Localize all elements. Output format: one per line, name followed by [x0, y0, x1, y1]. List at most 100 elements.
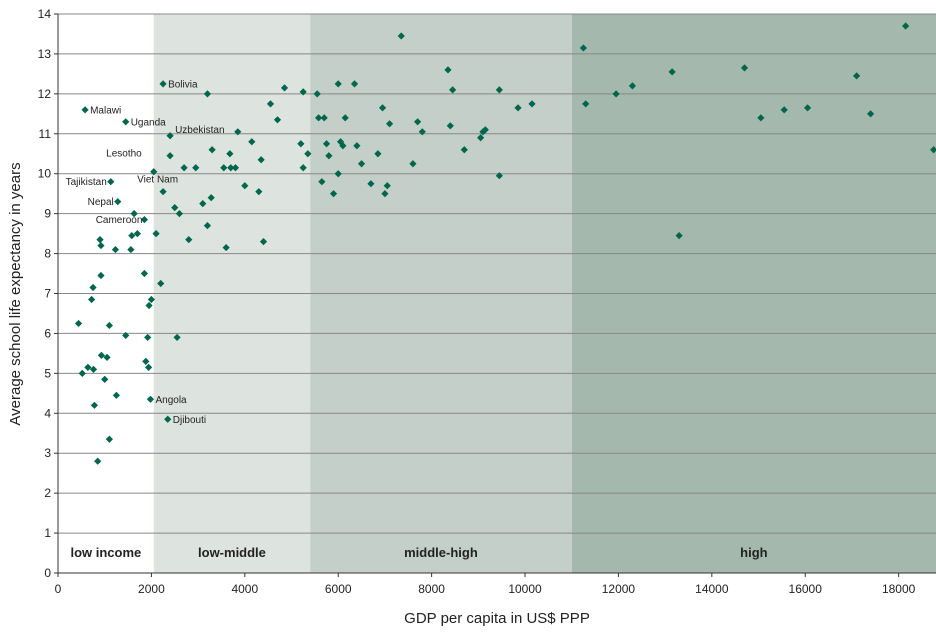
- point-label: Cameroon: [96, 215, 143, 226]
- point-label: Nepal: [88, 197, 114, 208]
- data-point: [582, 100, 590, 108]
- x-tick-label: 10000: [508, 582, 542, 596]
- data-point: [89, 283, 97, 292]
- y-tick-label: 4: [44, 406, 51, 420]
- point-labels: Malawi Uganda Bolivia Uzbekistan Lesotho Taji…: [66, 79, 225, 425]
- data-point: [222, 243, 230, 252]
- data-point: [414, 118, 422, 126]
- x-tick-label: 8000: [418, 582, 445, 596]
- data-point: [418, 128, 426, 136]
- data-point: [528, 100, 536, 108]
- data-point: [175, 210, 184, 218]
- data-point: [477, 134, 485, 142]
- y-tick-label: 1: [44, 526, 51, 540]
- data-point: [234, 128, 242, 136]
- data-point: [325, 152, 333, 160]
- data-point: [103, 353, 111, 361]
- data-point: [495, 172, 503, 180]
- data-point: [159, 188, 167, 196]
- data-point: [322, 140, 331, 148]
- data-point: [314, 114, 323, 122]
- data-point: [757, 114, 765, 122]
- data-point: [159, 80, 167, 88]
- y-tick-label: 5: [44, 366, 51, 380]
- data-point: [122, 331, 130, 340]
- data-point: [145, 301, 153, 310]
- data-point: [257, 156, 265, 164]
- data-point: [514, 104, 522, 112]
- data-point: [409, 160, 417, 168]
- data-point: [203, 90, 212, 98]
- data-point: [780, 106, 788, 114]
- y-tick-label: 2: [44, 486, 51, 500]
- data-point: [299, 88, 307, 96]
- data-point: [374, 150, 382, 158]
- y-tick-label: 3: [44, 446, 51, 460]
- data-point: [481, 126, 489, 134]
- data-point: [304, 150, 312, 158]
- x-tick-label: 0: [55, 582, 62, 596]
- x-tick-label: 18000: [882, 582, 916, 596]
- data-point: [173, 333, 181, 342]
- data-point: [241, 182, 249, 190]
- data-point: [90, 401, 99, 409]
- y-tick-label: 12: [38, 87, 52, 101]
- data-point: [140, 216, 148, 224]
- data-point: [339, 142, 347, 150]
- data-point: [84, 363, 92, 371]
- y-tick-label: 8: [44, 247, 51, 261]
- data-point: [299, 164, 307, 172]
- data-point: [171, 204, 179, 212]
- x-tick-label: 12000: [602, 582, 636, 596]
- data-point: [668, 68, 676, 76]
- data-point: [444, 66, 452, 74]
- data-point: [89, 365, 98, 373]
- y-tick-label: 14: [38, 7, 52, 21]
- point-label: Djibouti: [173, 415, 206, 426]
- y-tick-label: 13: [38, 47, 52, 61]
- data-point: [105, 321, 113, 330]
- data-point: [96, 235, 104, 244]
- y-tick-label: 7: [44, 287, 51, 301]
- x-tick-label: 16000: [789, 582, 823, 596]
- point-label: Tajikistan: [66, 177, 107, 188]
- data-point: [329, 190, 338, 198]
- data-point: [166, 132, 174, 140]
- data-point: [320, 114, 328, 122]
- data-point: [313, 90, 321, 98]
- y-axis-title: Average school life expectancy in years: [7, 162, 24, 425]
- data-point: [111, 245, 120, 254]
- point-label: Uzbekistan: [175, 125, 224, 136]
- data-point: [446, 122, 454, 130]
- data-point: [318, 178, 326, 186]
- data-point: [248, 138, 256, 146]
- data-points: [74, 22, 936, 465]
- data-point: [74, 319, 83, 328]
- point-label: Uganda: [131, 117, 166, 128]
- data-point: [180, 164, 188, 172]
- data-point: [612, 90, 620, 98]
- data-point: [94, 457, 102, 465]
- data-point: [166, 152, 174, 160]
- x-axis-title: GDP per capita in US$ PPP: [404, 610, 590, 627]
- data-point: [449, 86, 457, 94]
- point-label: Malawi: [90, 105, 121, 116]
- data-point: [157, 279, 165, 288]
- data-point: [185, 235, 193, 244]
- data-point: [378, 104, 387, 112]
- data-point: [460, 146, 468, 154]
- data-point: [280, 84, 289, 92]
- data-point: [88, 295, 96, 304]
- data-point: [192, 164, 200, 172]
- data-point: [853, 72, 861, 80]
- data-point: [353, 142, 361, 150]
- x-tick-label: 4000: [231, 582, 258, 596]
- data-point: [266, 100, 275, 108]
- data-point: [297, 140, 305, 148]
- data-point: [675, 232, 683, 240]
- data-point: [130, 210, 138, 218]
- data-point: [226, 150, 234, 158]
- y-tick-label: 0: [44, 566, 51, 580]
